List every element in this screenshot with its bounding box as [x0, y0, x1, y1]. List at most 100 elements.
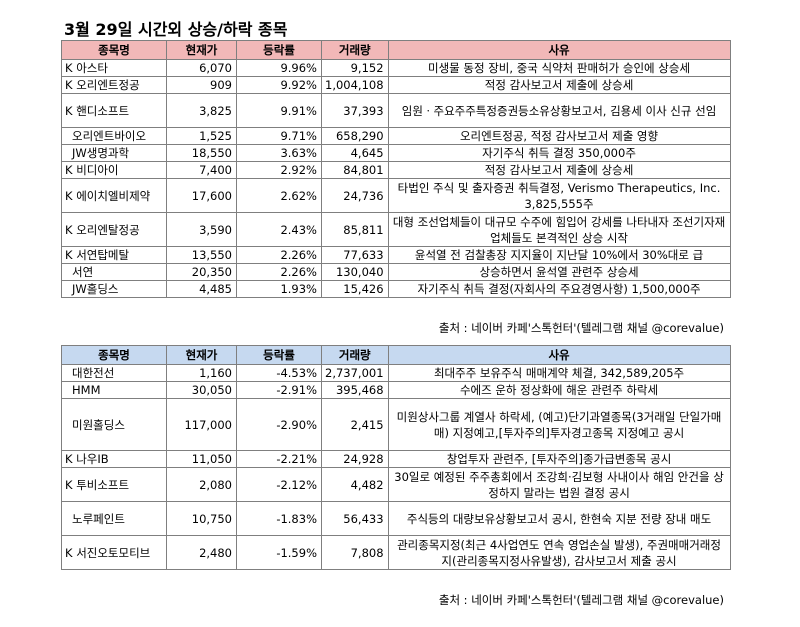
stock-rate: 2.92%	[236, 161, 322, 179]
stock-volume: 56,433	[321, 501, 389, 536]
stock-volume: 24,928	[321, 450, 389, 468]
stock-reason: 관리종목지정(최근 4사업연도 연속 영업손실 발생), 주권매매거래정지(관리…	[387, 535, 731, 570]
header-name: 종목명	[61, 345, 167, 365]
stock-name: K 핸디소프트	[61, 93, 167, 128]
stock-rate: -1.83%	[236, 501, 322, 536]
stock-rate: -1.59%	[236, 535, 322, 570]
stock-price: 117,000	[166, 398, 237, 451]
stock-rate: 9.96%	[236, 59, 322, 77]
table-row: K 투비소프트 2,080 -2.12% 4,482 30일로 예정된 주주총회에서 조…	[61, 467, 731, 502]
table-row: K 나우IB 11,050 -2.21% 24,928 창업투자 관련주, [투자주의]…	[61, 450, 731, 468]
stock-volume: 658,290	[321, 127, 389, 145]
stock-price: 1,525	[166, 127, 237, 145]
stock-price: 18,550	[166, 144, 237, 162]
table-row: K 서진오토모티브 2,480 -1.59% 7,808 관리종목지정(최근 4사업연도…	[61, 535, 731, 570]
rise-table: 종목명 현재가 등락률 거래량 사유 K 아스타 6,070 9.96% 9,152 미…	[61, 40, 731, 298]
stock-rate: 2.43%	[236, 212, 322, 247]
stock-name: K 에이치엘비제약	[61, 178, 167, 213]
table-row: K 오리엔탈정공 3,590 2.43% 85,811 대형 조선업체들이 대규모 수주…	[61, 212, 731, 247]
stock-reason: 자기주식 취득 결정 350,000주	[387, 144, 731, 162]
stock-reason: 적정 감사보고서 제출에 상승세	[387, 76, 731, 94]
stock-rate: 2.26%	[236, 263, 322, 281]
stock-rate: -2.21%	[236, 450, 322, 468]
stock-volume: 130,040	[321, 263, 389, 281]
stock-name: K 오리엔탈정공	[61, 212, 167, 247]
stock-rate: -2.90%	[236, 398, 322, 451]
stock-rate: -2.91%	[236, 381, 322, 399]
stock-rate: 2.26%	[236, 246, 322, 264]
stock-rate: 1.93%	[236, 280, 322, 298]
stock-reason: 창업투자 관련주, [투자주의]종가급변종목 공시	[387, 450, 731, 468]
stock-name: HMM	[61, 381, 167, 399]
header-reason: 사유	[387, 40, 731, 60]
table-row: K 에이치엘비제약 17,600 2.62% 24,736 타법인 주식 및 출자증권 …	[61, 178, 731, 213]
table-row: 대한전선 1,160 -4.53% 2,737,001 최대주주 보유주식 매매계약 체…	[61, 364, 731, 382]
stock-reason: 미생물 동정 장비, 중국 식약처 판매허가 승인에 상승세	[387, 59, 731, 77]
stock-name: 미원홀딩스	[61, 398, 167, 451]
table-row: K 서연탑메탈 13,550 2.26% 77,633 윤석열 전 검찰총장 지지율이 …	[61, 246, 731, 264]
header-volume: 거래량	[321, 345, 389, 365]
stock-name: 오리엔트바이오	[61, 127, 167, 145]
table-row: JW홀딩스 4,485 1.93% 15,426 자기주식 취득 결정(자회사의 주요경…	[61, 280, 731, 298]
stock-rate: 9.91%	[236, 93, 322, 128]
stock-price: 3,825	[166, 93, 237, 128]
stock-volume: 395,468	[321, 381, 389, 399]
stock-name: 노루페인트	[61, 501, 167, 536]
table-row: K 핸디소프트 3,825 9.91% 37,393 임원ㆍ주요주주특정증권등소유상황보…	[61, 93, 731, 128]
stock-name: K 나우IB	[61, 450, 167, 468]
stock-name: JW홀딩스	[61, 280, 167, 298]
stock-price: 2,480	[166, 535, 237, 570]
table-row: K 오리엔트정공 909 9.92% 1,004,108 적정 감사보고서 제출에 상승…	[61, 76, 731, 94]
stock-name: K 오리엔트정공	[61, 76, 167, 94]
table-row: JW생명과학 18,550 3.63% 4,645 자기주식 취득 결정 350,000…	[61, 144, 731, 162]
header-name: 종목명	[61, 40, 167, 60]
stock-reason: 대형 조선업체들이 대규모 수주에 힘입어 강세를 나타내자 조선기자재 업체들…	[387, 212, 731, 247]
stock-name: K 투비소프트	[61, 467, 167, 502]
stock-reason: 주식등의 대량보유상황보고서 공시, 한현숙 지분 전량 장내 매도	[387, 501, 731, 536]
stock-price: 30,050	[166, 381, 237, 399]
stock-reason: 미원상사그룹 계열사 하락세, (예고)단기과열종목(3거래일 단일가매매) 지…	[387, 398, 731, 451]
header-price: 현재가	[166, 40, 237, 60]
rise-header-row: 종목명 현재가 등락률 거래량 사유	[61, 40, 731, 60]
stock-reason: 적정 감사보고서 제출에 상승세	[387, 161, 731, 179]
stock-volume: 2,737,001	[321, 364, 389, 382]
source-note: 출처 : 네이버 카페'스톡헌터'(텔레그램 채널 @corevalue)	[438, 593, 724, 607]
stock-name: K 서진오토모티브	[61, 535, 167, 570]
fall-table: 종목명 현재가 등락률 거래량 사유 대한전선 1,160 -4.53% 2,737,…	[61, 345, 731, 570]
stock-price: 6,070	[166, 59, 237, 77]
stock-reason: 타법인 주식 및 출자증권 취득결정, Verismo Therapeutics…	[387, 178, 731, 213]
stock-name: JW생명과학	[61, 144, 167, 162]
stock-reason: 오리엔트정공, 적정 감사보고서 제출 영향	[387, 127, 731, 145]
stock-rate: -2.12%	[236, 467, 322, 502]
header-reason: 사유	[387, 345, 731, 365]
stock-price: 10,750	[166, 501, 237, 536]
stock-volume: 7,808	[321, 535, 389, 570]
source-note: 출처 : 네이버 카페'스톡헌터'(텔레그램 채널 @corevalue)	[438, 321, 724, 335]
stock-volume: 37,393	[321, 93, 389, 128]
stock-reason: 임원ㆍ주요주주특정증권등소유상황보고서, 김용세 이사 신규 선임	[387, 93, 731, 128]
stock-reason: 30일로 예정된 주주총회에서 조강희·김보형 사내이사 해임 안건을 상정하지…	[387, 467, 731, 502]
stock-volume: 24,736	[321, 178, 389, 213]
stock-price: 7,400	[166, 161, 237, 179]
stock-price: 20,350	[166, 263, 237, 281]
stock-price: 1,160	[166, 364, 237, 382]
header-volume: 거래량	[321, 40, 389, 60]
stock-name: K 서연탑메탈	[61, 246, 167, 264]
table-row: K 비디아이 7,400 2.92% 84,801 적정 감사보고서 제출에 상승세	[61, 161, 731, 179]
stock-volume: 1,004,108	[321, 76, 389, 94]
stock-volume: 15,426	[321, 280, 389, 298]
stock-reason: 최대주주 보유주식 매매계약 체결, 342,589,205주	[387, 364, 731, 382]
stock-reason: 윤석열 전 검찰총장 지지율이 지난달 10%에서 30%대로 급	[387, 246, 731, 264]
stock-price: 3,590	[166, 212, 237, 247]
page-title: 3월 29일 시간외 상승/하락 종목	[64, 20, 288, 39]
stock-reason: 수에즈 운하 정상화에 해운 관련주 하락세	[387, 381, 731, 399]
stock-volume: 77,633	[321, 246, 389, 264]
stock-price: 2,080	[166, 467, 237, 502]
table-row: 노루페인트 10,750 -1.83% 56,433 주식등의 대량보유상황보고서 공시…	[61, 501, 731, 536]
stock-volume: 84,801	[321, 161, 389, 179]
table-row: K 아스타 6,070 9.96% 9,152 미생물 동정 장비, 중국 식약처 판매…	[61, 59, 731, 77]
table-row: HMM 30,050 -2.91% 395,468 수에즈 운하 정상화에 해운 관련주…	[61, 381, 731, 399]
stock-reason: 상승하면서 윤석열 관련주 상승세	[387, 263, 731, 281]
stock-name: K 아스타	[61, 59, 167, 77]
table-row: 오리엔트바이오 1,525 9.71% 658,290 오리엔트정공, 적정 감사보고서…	[61, 127, 731, 145]
